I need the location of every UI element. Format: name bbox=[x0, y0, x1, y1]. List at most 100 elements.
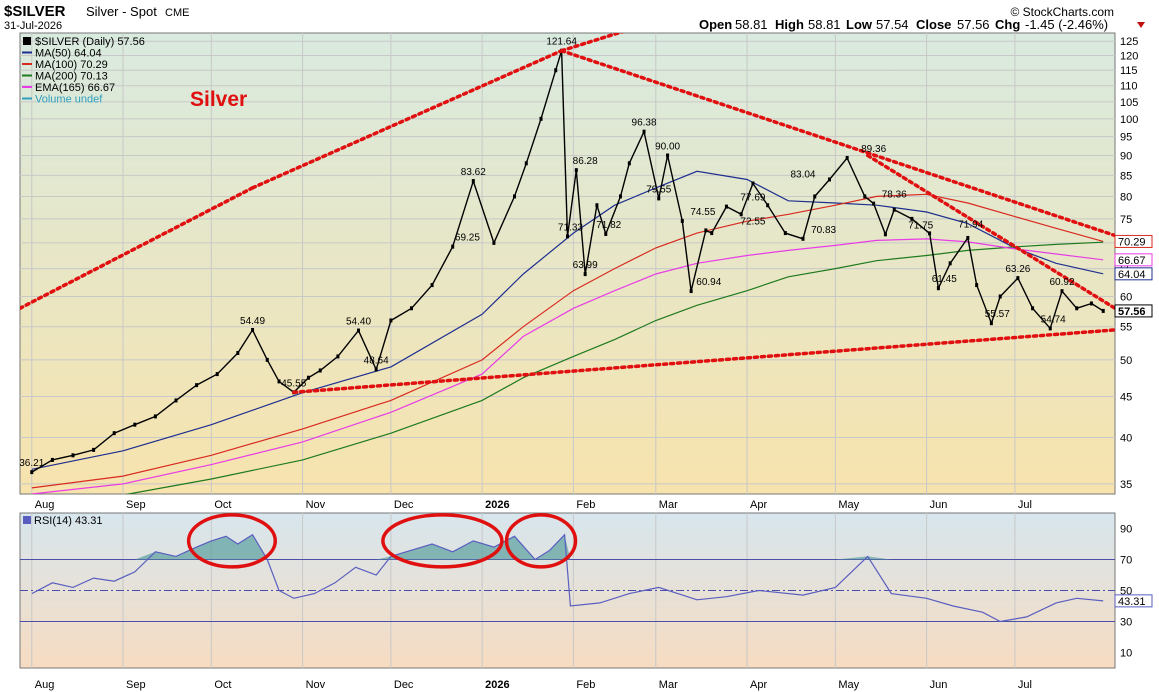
rsi-y-tick-label: 30 bbox=[1120, 617, 1132, 629]
price-point bbox=[1048, 326, 1052, 331]
price-annotation: 89.36 bbox=[861, 144, 886, 155]
price-y-tick-label: 125 bbox=[1120, 36, 1138, 48]
x-tick-label: Apr bbox=[750, 679, 767, 691]
chart-date: 31-Jul-2026 bbox=[4, 20, 62, 32]
price-y-tick-label: 45 bbox=[1120, 392, 1132, 404]
price-annotation: 36.21 bbox=[19, 458, 44, 469]
silver-annotation: Silver bbox=[190, 88, 247, 111]
x-tick-label: Feb bbox=[576, 679, 595, 691]
ma-line-ema165 bbox=[31, 238, 1104, 494]
rsi-right-label-box bbox=[1114, 594, 1153, 608]
price-point bbox=[112, 431, 116, 436]
price-point bbox=[845, 155, 849, 160]
price-y-tick-label: 35 bbox=[1120, 479, 1132, 491]
trendline bbox=[559, 48, 1115, 238]
price-point bbox=[936, 286, 940, 291]
price-point bbox=[910, 216, 914, 221]
price-point bbox=[689, 289, 693, 294]
x-tick-label: Jul bbox=[1018, 679, 1032, 691]
price-annotation: 96.38 bbox=[632, 118, 657, 129]
price-point bbox=[306, 375, 310, 380]
rsi-highlight-ellipse bbox=[381, 513, 504, 569]
price-y-tick-label: 105 bbox=[1120, 97, 1138, 109]
right-edge-labels: 70.29 66.67 64.04 57.56 43.31 bbox=[1114, 234, 1153, 608]
price-point bbox=[680, 218, 684, 223]
x-tick-label: Jun bbox=[930, 499, 948, 511]
price-point bbox=[739, 212, 743, 217]
moving-averages bbox=[31, 170, 1104, 494]
ma-line-ma100 bbox=[31, 193, 1104, 489]
trendline bbox=[559, 33, 625, 53]
price-point bbox=[704, 228, 708, 233]
price-point bbox=[872, 201, 876, 206]
price-y-tick-label: 55 bbox=[1120, 322, 1132, 334]
exchange-label: CME bbox=[165, 7, 189, 19]
price-point bbox=[751, 181, 755, 186]
price-point bbox=[566, 234, 569, 239]
price-point bbox=[92, 447, 96, 452]
rsi-highlight-ellipse bbox=[186, 513, 278, 569]
x-tick-label: Dec bbox=[394, 679, 414, 691]
x-tick-label: Sep bbox=[126, 499, 146, 511]
price-annotation: 54.74 bbox=[1041, 314, 1066, 325]
price-point bbox=[948, 261, 952, 266]
price-point bbox=[50, 457, 54, 462]
price-point bbox=[766, 203, 770, 208]
rsi-right-label: 43.31 bbox=[1118, 596, 1146, 608]
price-point bbox=[801, 236, 805, 241]
price-annotation: 54.40 bbox=[346, 317, 371, 328]
price-annotation: 63.99 bbox=[573, 260, 598, 271]
price-point bbox=[724, 204, 728, 209]
price-annotation: 83.62 bbox=[461, 167, 486, 178]
high-label: High bbox=[775, 17, 804, 32]
price-y-tick-label: 115 bbox=[1120, 65, 1138, 77]
rsi-line bbox=[31, 533, 1104, 623]
price-point bbox=[998, 294, 1002, 299]
price-annotation: 71.33 bbox=[558, 222, 583, 233]
price-y-tick-label: 100 bbox=[1120, 114, 1138, 126]
rsi-y-tick-label: 70 bbox=[1120, 555, 1132, 567]
price-y-tick-label: 60 bbox=[1120, 291, 1132, 303]
price-annotation: 69.25 bbox=[455, 233, 480, 244]
price-annotation: 61.45 bbox=[932, 274, 957, 285]
rsi-y-tick-label: 90 bbox=[1120, 524, 1132, 536]
quote-bar: Open 58.81 High 58.81 Low 57.54 Close 57… bbox=[699, 17, 1108, 32]
price-y-tick-label: 85 bbox=[1120, 170, 1132, 182]
price-annotations: 121.64 96.38 90.00 89.36 86.28 83.62 83.04 79.5… bbox=[19, 37, 1075, 469]
x-tick-label: Feb bbox=[576, 499, 595, 511]
ma-line-ma200 bbox=[125, 241, 1104, 494]
price-point bbox=[892, 207, 896, 212]
price-y-tick-label: 120 bbox=[1120, 50, 1138, 62]
legend-swatch bbox=[23, 37, 31, 45]
price-point bbox=[863, 194, 867, 199]
price-point bbox=[710, 231, 714, 236]
x-tick-label: Mar bbox=[659, 499, 678, 511]
price-annotation: 121.64 bbox=[546, 37, 577, 48]
right-label: 70.29 bbox=[1118, 236, 1146, 248]
trendlines bbox=[20, 33, 1115, 395]
price-point bbox=[827, 177, 831, 182]
price-point bbox=[524, 161, 528, 166]
close-label: Close bbox=[916, 17, 951, 32]
legend-label: Volume undef bbox=[35, 94, 103, 106]
rsi-highlight-zones bbox=[186, 513, 578, 569]
price-point bbox=[215, 372, 219, 377]
legend-label: MA(200) 70.13 bbox=[35, 71, 108, 83]
price-point bbox=[265, 357, 269, 362]
price-annotation: 63.26 bbox=[1005, 264, 1030, 275]
legend-label: $SILVER (Daily) 57.56 bbox=[35, 36, 145, 48]
price-point bbox=[1089, 301, 1093, 306]
price-point bbox=[409, 306, 413, 311]
watermark[interactable]: © StockCharts.com bbox=[1010, 5, 1114, 19]
price-y-axis: 3540455055606570758085909510010511011512… bbox=[1120, 36, 1138, 491]
price-point bbox=[1075, 306, 1079, 311]
price-point bbox=[1060, 289, 1064, 294]
x-tick-label: Oct bbox=[214, 499, 231, 511]
x-tick-label: May bbox=[838, 499, 859, 511]
x-tick-label: 2026 bbox=[485, 499, 509, 511]
rsi-legend-swatch bbox=[23, 516, 31, 524]
price-point bbox=[71, 453, 75, 458]
price-annotation: 45.55 bbox=[281, 378, 306, 389]
